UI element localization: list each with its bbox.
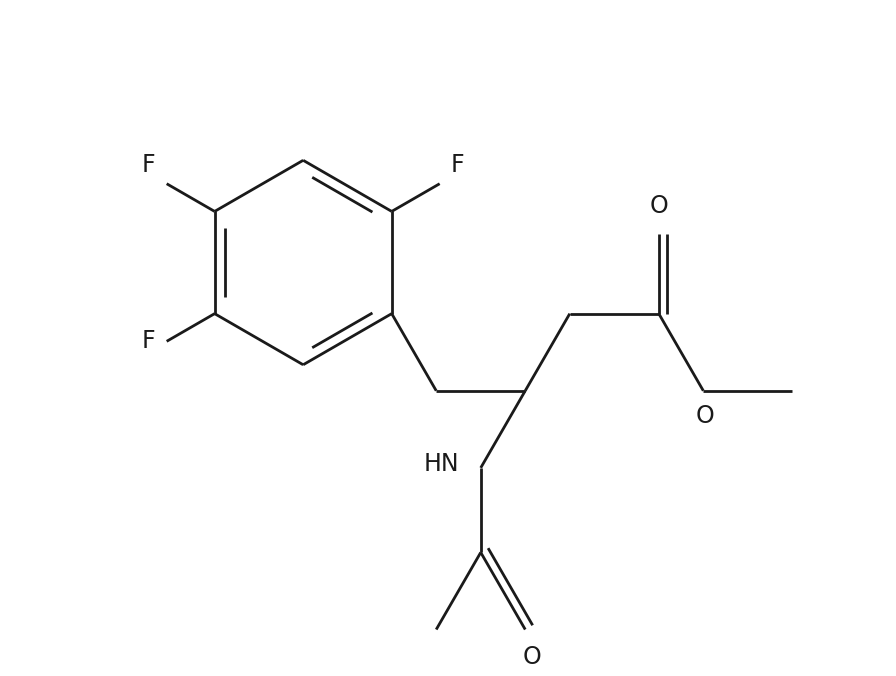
Text: O: O [695,404,714,427]
Text: O: O [522,645,541,669]
Text: F: F [142,329,156,354]
Text: F: F [142,153,156,177]
Text: O: O [650,194,668,218]
Text: HN: HN [424,452,460,476]
Text: F: F [451,153,464,177]
